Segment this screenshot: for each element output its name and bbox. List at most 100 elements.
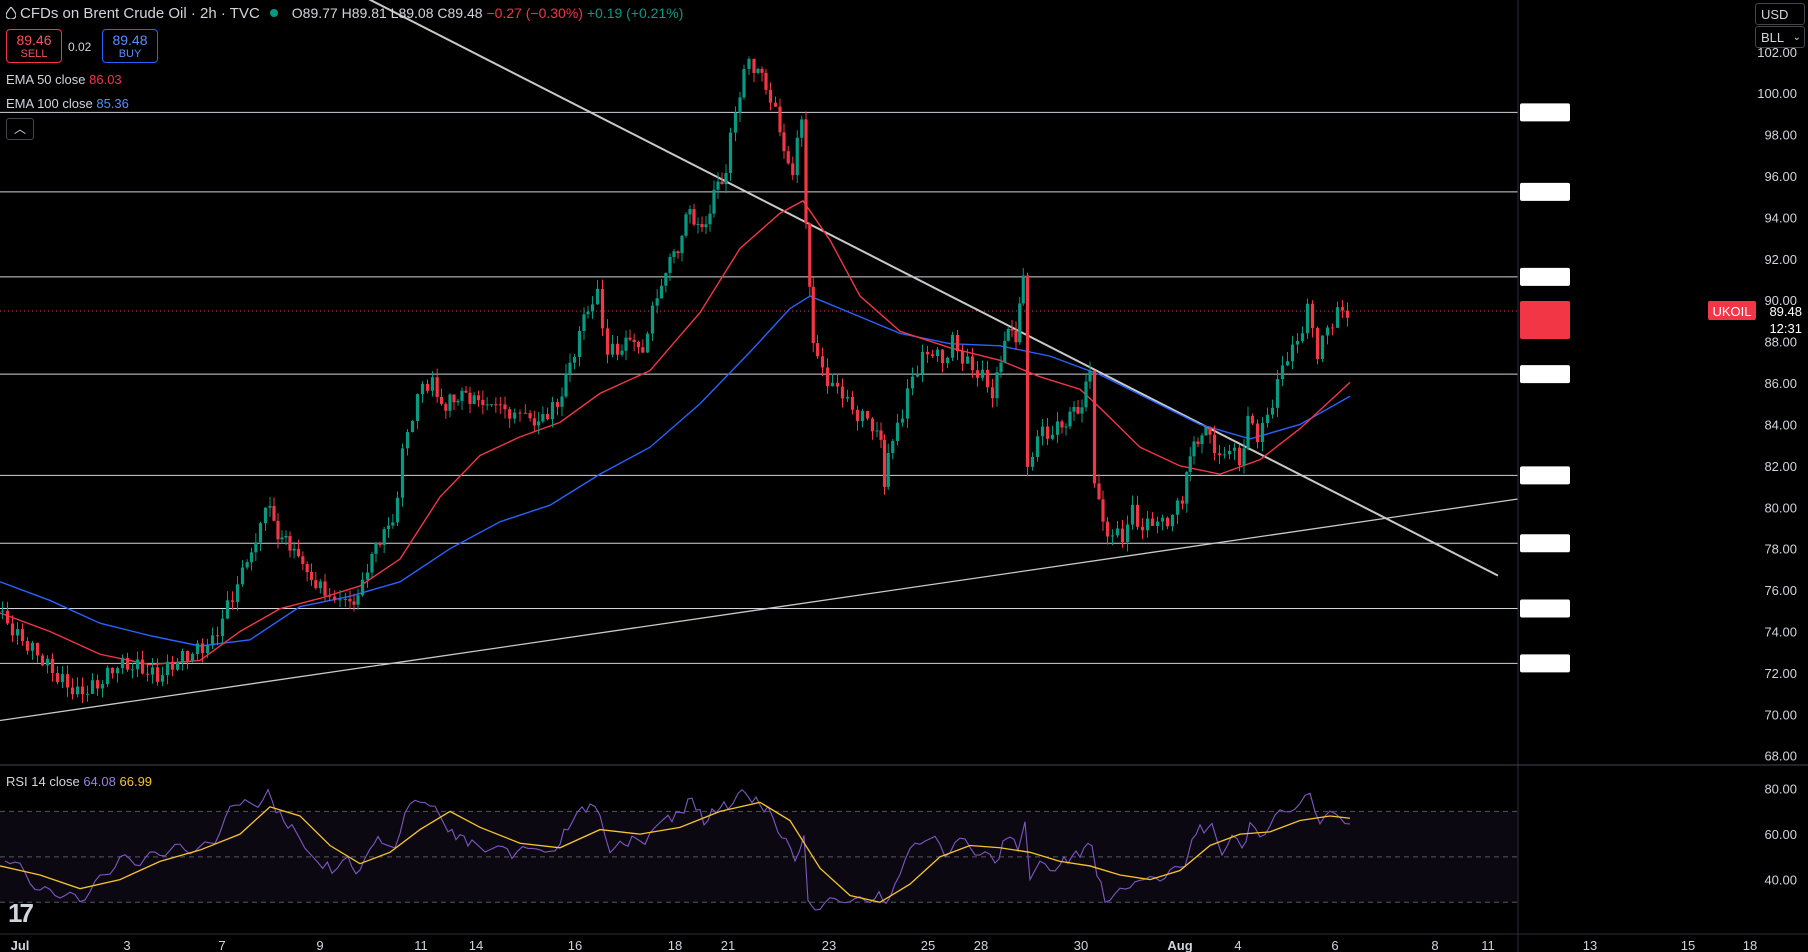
candle-body (382, 529, 386, 545)
candle-body (716, 181, 720, 190)
candle-body (860, 411, 865, 422)
candle-body (40, 655, 45, 666)
candle-body (210, 635, 215, 646)
level-badge (1520, 654, 1570, 673)
candle-body (1092, 370, 1097, 484)
candle-body (323, 581, 327, 596)
candle-body (965, 356, 970, 364)
candle-body (545, 414, 550, 420)
currency-unit-select[interactable]: USD (1755, 3, 1805, 25)
candle-body (768, 89, 773, 103)
candle-body (582, 314, 586, 331)
candle-body (700, 223, 704, 228)
horizontal-levels[interactable]: 99.07 95.23 91.13 86.43 81.54 78.26 75.11 72.46… (0, 103, 1802, 673)
candle-body (100, 684, 105, 689)
candle-body (738, 97, 742, 113)
candle-body (343, 599, 347, 601)
y-tick-label: 78.00 (1764, 542, 1797, 557)
candle-body (624, 337, 628, 351)
candle-body (356, 595, 360, 605)
candle-body (990, 387, 995, 399)
candle-body (456, 400, 460, 403)
ema100-legend[interactable]: EMA 100 close 85.36 (6, 96, 129, 111)
level-badge (1520, 534, 1570, 553)
x-tick-label: 18 (1743, 938, 1757, 952)
candle-body (245, 562, 249, 568)
candle-body (1196, 441, 1200, 445)
candle-body (1120, 528, 1125, 543)
rsi-legend[interactable]: RSI 14 close 64.08 66.99 (6, 774, 152, 789)
candle-body (249, 552, 254, 563)
x-tick-label: 3 (123, 938, 130, 952)
y-tick-label: 76.00 (1764, 583, 1797, 598)
candle-body (1115, 528, 1120, 536)
unit-select[interactable]: BLL ⌄ (1755, 26, 1805, 48)
candle-body (1345, 310, 1350, 318)
candle-body (489, 404, 494, 406)
candle-body (664, 272, 668, 286)
ohlc-values: O89.77 H89.81 L89.08 C89.48 −0.27 (−0.30… (292, 5, 684, 21)
candle-body (830, 382, 835, 387)
level-badge (1520, 599, 1570, 618)
candle-body (1045, 426, 1050, 439)
candle-body (708, 213, 712, 225)
candle-body (523, 412, 527, 414)
candle-body (568, 362, 572, 374)
candle-body (460, 390, 464, 401)
candle-body (655, 298, 659, 306)
candle-body (632, 339, 636, 342)
candle-body (895, 422, 900, 441)
symbol-tag-name: UKOIL (1712, 304, 1751, 319)
candle-body (20, 629, 25, 642)
collapse-legend-button[interactable]: ︿ (6, 118, 34, 140)
x-tick-label: Jul (11, 938, 30, 952)
candle-body (733, 112, 738, 133)
candle-body (220, 618, 225, 637)
ema100-line (0, 295, 1351, 647)
trendlines[interactable] (0, 0, 1519, 722)
candle-body (1246, 415, 1250, 449)
level-label: 81.54 (1769, 468, 1802, 483)
candle-body (1064, 426, 1068, 428)
candle-body (1155, 521, 1160, 526)
symbol-title[interactable]: CFDs on Brent Crude Oil · 2h · TVC (20, 5, 260, 22)
candle-body (296, 548, 301, 557)
candle-body (165, 661, 170, 676)
candle-body (945, 357, 950, 364)
candle-body (110, 667, 115, 674)
candle-body (696, 223, 700, 225)
y-tick-label: 102.00 (1757, 45, 1797, 60)
candle-body (215, 635, 220, 637)
candle-body (205, 645, 210, 654)
ema50-legend[interactable]: EMA 50 close 86.03 (6, 72, 122, 87)
buy-button[interactable]: 89.48 BUY (102, 29, 158, 63)
candle-body (135, 659, 140, 670)
candle-body (160, 675, 165, 682)
candle-body (448, 394, 452, 411)
x-tick-label: 6 (1331, 938, 1338, 952)
y-tick-label: 88.00 (1764, 335, 1797, 350)
candle-body (284, 535, 288, 538)
candle-body (328, 595, 332, 597)
symbol-tag-box (1708, 300, 1756, 320)
candle-body (415, 394, 420, 422)
tradingview-logo: 17 (8, 898, 34, 928)
candle-body (704, 224, 708, 228)
candle-body (498, 404, 502, 406)
candle-body (605, 328, 610, 355)
candle-body (420, 383, 425, 395)
candle-body (1097, 483, 1101, 500)
candle-body (1285, 361, 1290, 366)
candle-body (586, 311, 590, 315)
candle-body (5, 610, 10, 624)
candle-body (444, 404, 448, 411)
candle-body (1237, 447, 1242, 466)
candle-body (600, 288, 605, 329)
candle-body (405, 432, 410, 449)
sell-button[interactable]: 89.46 SELL (6, 29, 62, 63)
candle-body (1200, 435, 1204, 445)
x-tick-label: 15 (1681, 938, 1695, 952)
candle-body (1208, 426, 1212, 435)
candle-body (263, 507, 268, 524)
